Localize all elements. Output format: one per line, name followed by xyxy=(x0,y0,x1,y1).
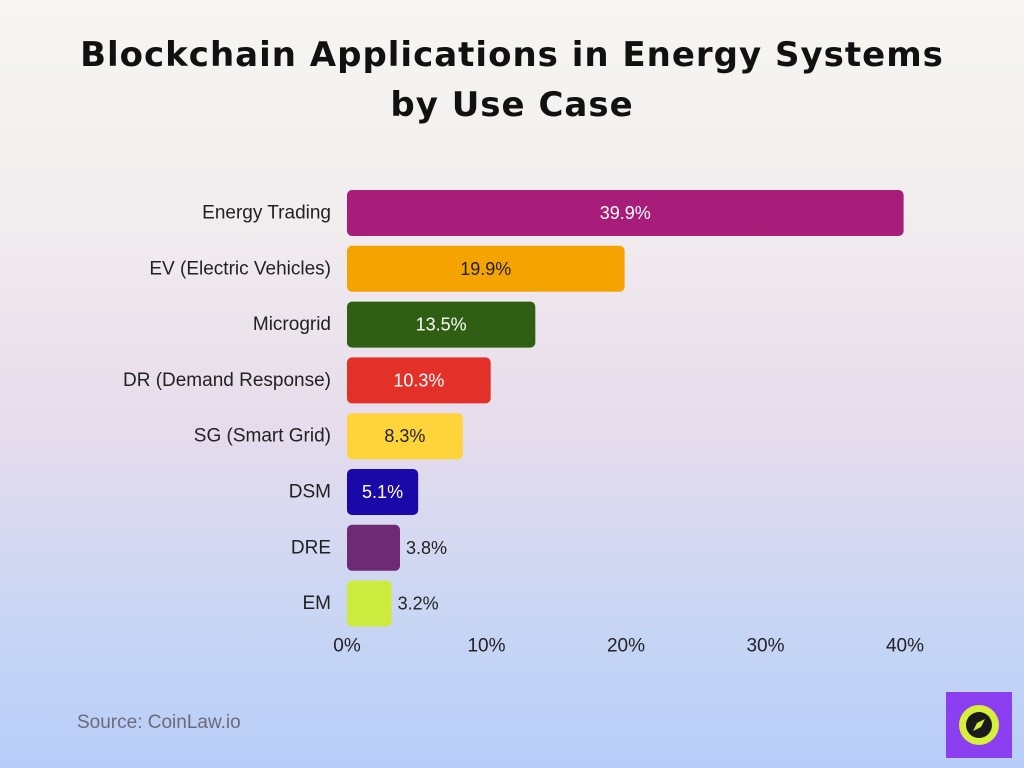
x-tick-label: 0% xyxy=(333,636,361,657)
x-tick-label: 30% xyxy=(746,636,784,657)
category-label: EM xyxy=(303,593,332,614)
data-label: 5.1% xyxy=(362,482,403,502)
bar xyxy=(347,245,625,292)
category-label: DR (Demand Response) xyxy=(123,370,331,391)
bar xyxy=(347,190,904,236)
data-label: 3.2% xyxy=(398,594,439,614)
category-label: Microgrid xyxy=(253,314,331,335)
category-label: Energy Trading xyxy=(202,203,331,224)
data-label: 13.5% xyxy=(416,315,467,335)
category-label: DRE xyxy=(291,537,331,558)
category-label: DSM xyxy=(289,482,331,503)
category-label: SG (Smart Grid) xyxy=(194,426,331,447)
bar xyxy=(347,301,536,348)
data-label: 19.9% xyxy=(460,259,511,279)
bar xyxy=(347,357,491,404)
data-label: 39.9% xyxy=(600,203,651,223)
chart-title: Blockchain Applications in Energy System… xyxy=(80,35,944,125)
data-label: 3.8% xyxy=(406,538,447,558)
x-tick-label: 10% xyxy=(467,636,505,657)
data-label: 8.3% xyxy=(384,426,425,446)
source-caption: Source: CoinLaw.io xyxy=(77,712,241,733)
bar xyxy=(347,413,463,460)
bar xyxy=(347,524,401,571)
category-label: EV (Electric Vehicles) xyxy=(149,258,331,279)
bar xyxy=(347,580,392,627)
x-tick-label: 20% xyxy=(607,636,645,657)
x-tick-label: 40% xyxy=(886,636,924,657)
brand-logo[interactable] xyxy=(946,692,1012,758)
data-label: 10.3% xyxy=(393,370,444,390)
compass-icon xyxy=(959,705,999,745)
bar xyxy=(347,469,419,515)
